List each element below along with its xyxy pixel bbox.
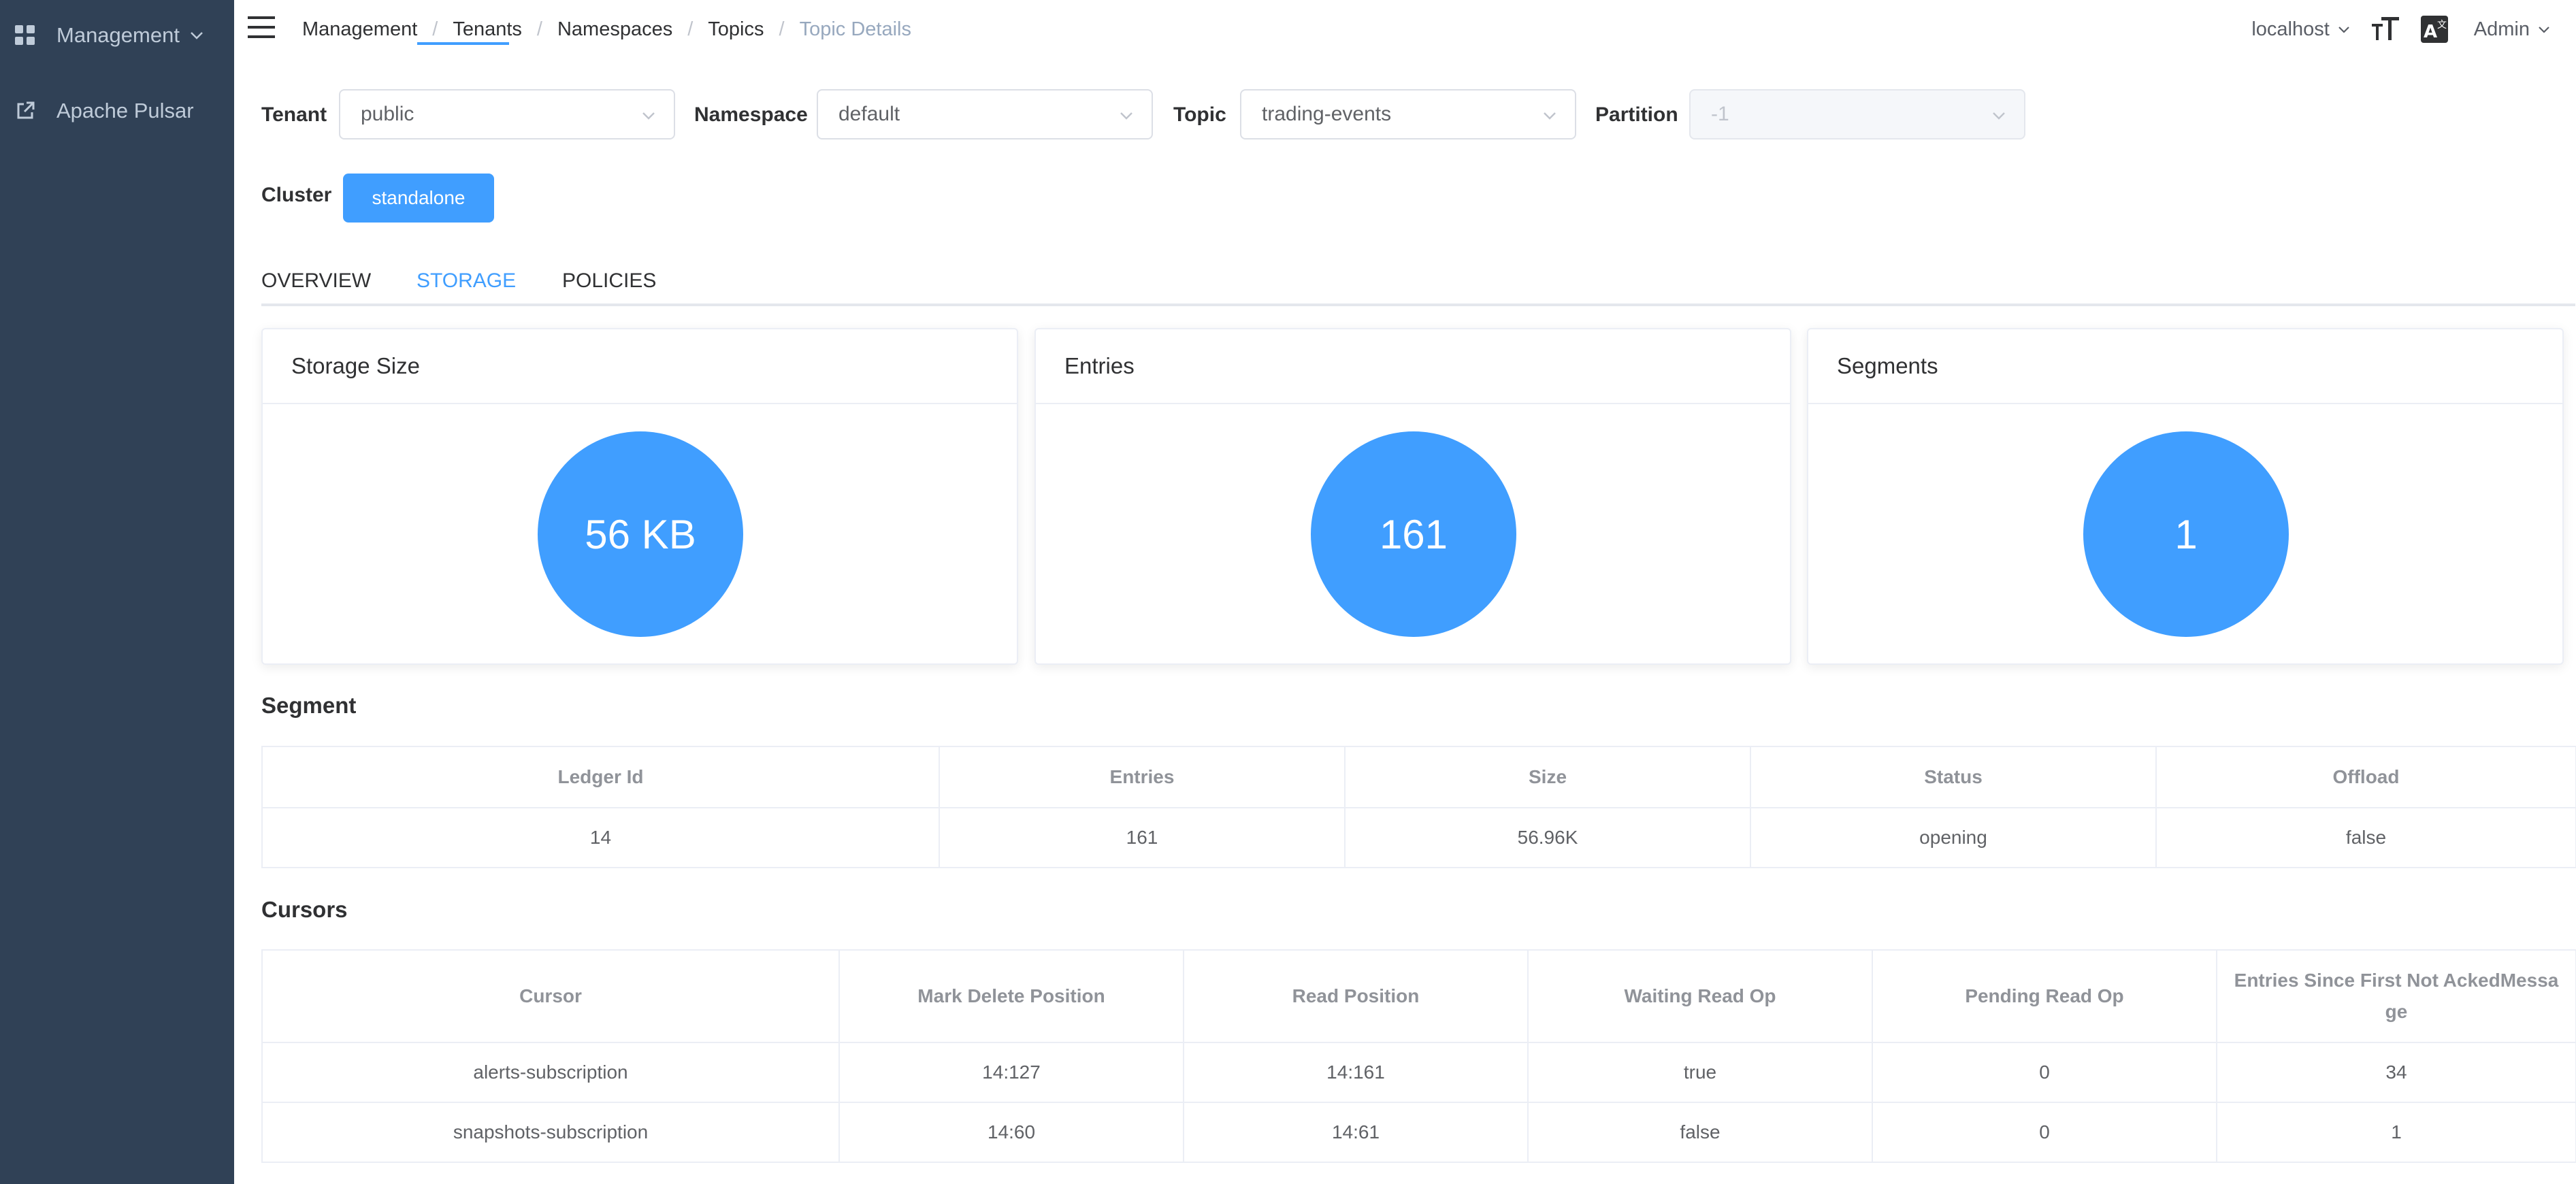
top-navbar: Management / Tenants / Namespaces / Topi… xyxy=(234,0,2576,59)
storage-size-card: Storage Size 56 KB xyxy=(261,328,1018,665)
breadcrumb-tenants[interactable]: Tenants xyxy=(453,18,522,40)
entries-value: 161 xyxy=(1311,431,1516,637)
user-dropdown[interactable]: Admin xyxy=(2474,18,2551,41)
namespace-value: default xyxy=(838,103,900,125)
breadcrumb-separator: / xyxy=(687,18,694,40)
column-header: Offload xyxy=(2155,746,2576,808)
column-header: Entries xyxy=(939,746,1346,808)
waiting-read-op-cell: false xyxy=(1527,1102,1873,1163)
column-header: Size xyxy=(1344,746,1751,808)
offload-cell: false xyxy=(2155,807,2576,868)
breadcrumb-separator: / xyxy=(432,18,438,40)
segments-value: 1 xyxy=(2083,431,2289,637)
waiting-read-op-cell: true xyxy=(1527,1042,1873,1103)
entries-card: Entries 161 xyxy=(1034,328,1791,665)
read-position-cell: 14:61 xyxy=(1183,1102,1529,1163)
cursors-table: Cursor Mark Delete Position Read Positio… xyxy=(261,949,2576,1163)
sidebar: Management Apache Pulsar xyxy=(0,0,234,1184)
chevron-down-icon xyxy=(191,32,203,39)
sidebar-item-apache-pulsar[interactable]: Apache Pulsar xyxy=(0,77,234,145)
breadcrumb: Management / Tenants / Namespaces / Topi… xyxy=(302,0,911,59)
mark-delete-position-cell: 14:60 xyxy=(838,1102,1184,1163)
size-cell: 56.96K xyxy=(1344,807,1751,868)
chevron-down-icon xyxy=(1120,112,1132,120)
ledger-id-cell: 14 xyxy=(261,807,940,868)
sidebar-item-management[interactable]: Management xyxy=(0,1,234,69)
host-label: localhost xyxy=(2251,18,2330,40)
chevron-down-icon xyxy=(2539,27,2549,33)
card-title: Entries xyxy=(1036,329,1790,404)
tenant-value: public xyxy=(361,103,414,125)
cursor-name-cell: snapshots-subscription xyxy=(261,1102,840,1163)
user-label: Admin xyxy=(2473,18,2530,40)
segment-section-title: Segment xyxy=(261,693,357,718)
partition-select: -1 xyxy=(1689,89,2025,139)
cursors-section-title: Cursors xyxy=(261,897,348,922)
mark-delete-position-cell: 14:127 xyxy=(838,1042,1184,1103)
partition-label: Partition xyxy=(1595,103,1678,126)
breadcrumb-separator: / xyxy=(779,18,785,40)
namespace-select[interactable]: default xyxy=(817,89,1153,139)
tenant-label: Tenant xyxy=(261,103,327,126)
tab-storage[interactable]: STORAGE xyxy=(417,269,517,292)
cursor-name-cell: alerts-subscription xyxy=(261,1042,840,1103)
status-cell: opening xyxy=(1750,807,2157,868)
font-size-icon[interactable] xyxy=(2370,14,2400,44)
column-header: Waiting Read Op xyxy=(1527,949,1873,1043)
sidebar-item-label: Apache Pulsar xyxy=(56,99,194,122)
translate-icon[interactable]: A 文 xyxy=(2419,14,2449,44)
cluster-label: Cluster xyxy=(261,184,332,206)
card-title: Storage Size xyxy=(263,329,1017,404)
card-title: Segments xyxy=(1808,329,2562,404)
external-link-icon xyxy=(17,101,35,119)
active-tab-indicator xyxy=(417,42,509,45)
entries-since-cell: 1 xyxy=(2216,1102,2576,1163)
column-header: Pending Read Op xyxy=(1872,949,2217,1043)
column-header: Ledger Id xyxy=(261,746,940,808)
svg-text:文: 文 xyxy=(2437,20,2447,31)
namespace-label: Namespace xyxy=(694,103,808,126)
column-header: Status xyxy=(1750,746,2157,808)
partition-value: -1 xyxy=(1711,103,1729,125)
sidebar-item-label: Management xyxy=(56,23,180,47)
grid-icon xyxy=(15,25,35,45)
topic-label: Topic xyxy=(1173,103,1226,126)
tab-policies[interactable]: POLICIES xyxy=(562,269,657,292)
read-position-cell: 14:161 xyxy=(1183,1042,1529,1103)
topic-value: trading-events xyxy=(1262,103,1392,125)
storage-size-value: 56 KB xyxy=(538,431,743,637)
topic-select[interactable]: trading-events xyxy=(1240,89,1576,139)
chevron-down-icon xyxy=(2338,27,2349,33)
host-dropdown[interactable]: localhost xyxy=(2251,18,2351,41)
breadcrumb-management[interactable]: Management xyxy=(302,18,418,40)
table-row: snapshots-subscription 14:60 14:61 false… xyxy=(261,1102,2576,1163)
breadcrumb-topics[interactable]: Topics xyxy=(708,18,764,40)
chevron-down-icon xyxy=(642,112,655,120)
chevron-down-icon xyxy=(1544,112,1556,120)
svg-text:A: A xyxy=(2424,22,2437,42)
tenant-select[interactable]: public xyxy=(339,89,675,139)
breadcrumb-separator: / xyxy=(536,18,542,40)
entries-cell: 161 xyxy=(939,807,1346,868)
column-header: Mark Delete Position xyxy=(838,949,1184,1043)
breadcrumb-namespaces[interactable]: Namespaces xyxy=(557,18,673,40)
column-header: Entries Since First Not AckedMessage xyxy=(2216,949,2576,1043)
table-row: 14 161 56.96K opening false xyxy=(261,807,2576,868)
tabs: OVERVIEW STORAGE POLICIES xyxy=(261,259,2575,306)
breadcrumb-topic-details: Topic Details xyxy=(799,18,911,40)
pending-read-op-cell: 0 xyxy=(1872,1042,2217,1103)
tab-overview[interactable]: OVERVIEW xyxy=(261,269,372,292)
segment-table: Ledger Id Entries Size Status Offload 14… xyxy=(261,746,2576,868)
pending-read-op-cell: 0 xyxy=(1872,1102,2217,1163)
entries-since-cell: 34 xyxy=(2216,1042,2576,1103)
chevron-down-icon xyxy=(1993,112,2005,120)
cluster-standalone-button[interactable]: standalone xyxy=(343,174,494,223)
segments-card: Segments 1 xyxy=(1807,328,2564,665)
column-header: Read Position xyxy=(1183,949,1529,1043)
column-header: Cursor xyxy=(261,949,840,1043)
hamburger-icon[interactable] xyxy=(248,14,276,42)
table-row: alerts-subscription 14:127 14:161 true 0… xyxy=(261,1042,2576,1103)
